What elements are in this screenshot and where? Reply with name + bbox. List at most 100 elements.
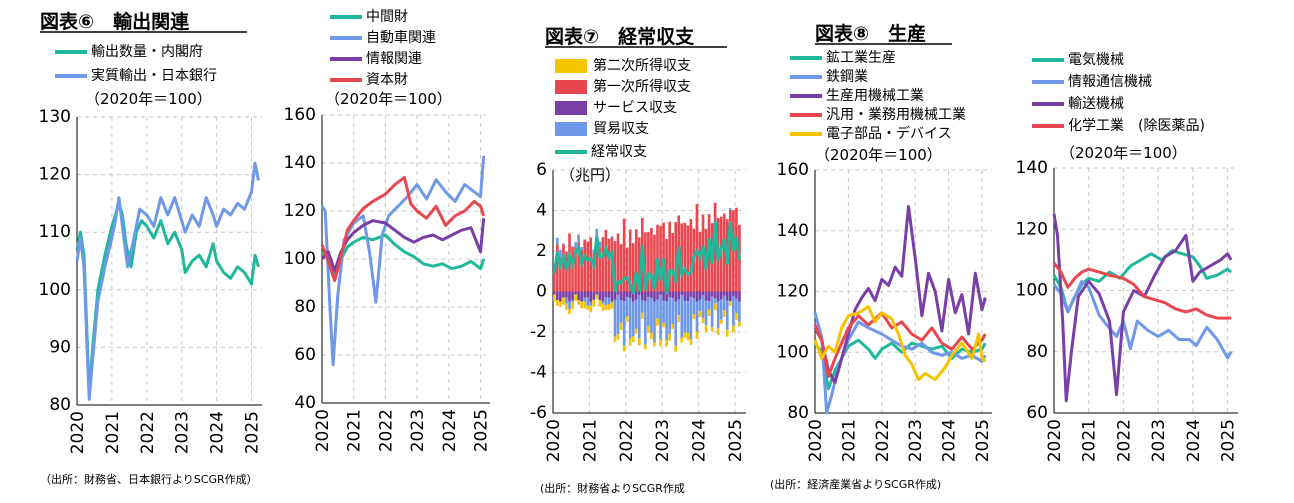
ca-bar-trade bbox=[565, 297, 568, 304]
production-left-ytick: 160 bbox=[777, 160, 809, 180]
production-right-xtick: 2025 bbox=[1219, 419, 1239, 462]
production-right-ytick: 140 bbox=[1016, 158, 1048, 178]
ca-bar-primary bbox=[607, 238, 611, 292]
ca-bar-trade bbox=[562, 243, 565, 245]
current-account-ytick: -2 bbox=[530, 322, 547, 342]
ca-bar-secondary bbox=[647, 325, 650, 333]
production-left-series-1 bbox=[813, 312, 987, 415]
ca-bar-secondary bbox=[677, 315, 681, 323]
ca-bar-service bbox=[622, 291, 626, 302]
export-left-ytick: 120 bbox=[39, 165, 71, 185]
ca-bar-secondary bbox=[659, 339, 662, 347]
export-left-series-1 bbox=[75, 161, 260, 401]
ca-bar-secondary bbox=[729, 301, 732, 306]
ca-bar-service bbox=[634, 291, 638, 300]
ca-bar-trade bbox=[680, 295, 684, 338]
legend-ca-4: 経常収支 bbox=[591, 144, 647, 160]
ca-bar-trade bbox=[732, 296, 735, 326]
ca-bar-secondary bbox=[732, 325, 735, 333]
export-left-ytick: 110 bbox=[39, 222, 71, 242]
ca-bar-secondary bbox=[589, 305, 593, 313]
production-left-xtick: 2025 bbox=[973, 419, 993, 462]
legend-ca-3: 貿易収支 bbox=[593, 121, 649, 137]
production-left-series-4 bbox=[813, 305, 987, 382]
ca-bar-service bbox=[577, 291, 580, 301]
legend-prod-right-0: 電気機械 bbox=[1068, 52, 1124, 68]
ca-bar-service bbox=[586, 291, 590, 298]
ca-bar-trade bbox=[725, 300, 729, 330]
ca-bar-service bbox=[631, 291, 635, 302]
ca-bar-primary bbox=[674, 221, 678, 292]
production-left-xtick: 2023 bbox=[906, 419, 926, 462]
production-right-series-2 bbox=[1052, 213, 1233, 403]
ca-bar-trade bbox=[686, 301, 690, 334]
ca-bar-service bbox=[595, 291, 599, 295]
ca-bar-secondary bbox=[695, 331, 699, 339]
ca-bar-service bbox=[604, 291, 608, 298]
ca-bar-primary bbox=[604, 229, 608, 292]
ca-bar-primary bbox=[586, 241, 590, 292]
ca-bar-trade bbox=[571, 300, 574, 303]
production-left-ytick: 80 bbox=[787, 403, 809, 423]
ca-bar-primary bbox=[713, 202, 717, 292]
production-right-xtick: 2021 bbox=[1080, 419, 1100, 462]
current-account-ytick: 2 bbox=[536, 241, 547, 261]
ca-bar-trade bbox=[650, 298, 653, 333]
ca-bar-secondary bbox=[716, 328, 720, 335]
production-left-xtick: 2024 bbox=[940, 419, 960, 462]
ca-bar-trade bbox=[738, 301, 741, 322]
legend-export-right-1: 自動車関連 bbox=[366, 29, 436, 46]
ca-bar-secondary bbox=[644, 344, 647, 350]
ca-bar-service bbox=[610, 291, 614, 302]
ca-bar-secondary bbox=[628, 338, 632, 346]
export-left-xtick: 2021 bbox=[103, 411, 123, 454]
ca-bar-service bbox=[729, 291, 732, 302]
ca-bar-service bbox=[601, 291, 605, 302]
ca-bar-secondary bbox=[725, 329, 729, 337]
ca-bar-secondary bbox=[607, 303, 611, 311]
ca-bar-trade bbox=[729, 208, 732, 211]
ca-bar-primary bbox=[659, 225, 662, 292]
ca-bar-trade bbox=[659, 295, 662, 340]
export-right-xtick: 2025 bbox=[471, 409, 491, 452]
ca-bar-secondary bbox=[631, 335, 635, 342]
ca-bar-service bbox=[613, 291, 617, 300]
ca-bar-trade bbox=[719, 299, 723, 320]
ca-bar-primary bbox=[616, 233, 620, 292]
ca-bar-secondary bbox=[735, 313, 738, 321]
export-left-ytick: 100 bbox=[39, 280, 71, 300]
current-account-xtick: 2020 bbox=[544, 419, 564, 462]
ca-bar-secondary bbox=[653, 342, 656, 347]
current-account-xtick: 2023 bbox=[653, 419, 673, 462]
ca-bar-trade bbox=[559, 249, 562, 258]
ca-bar-secondary bbox=[692, 313, 696, 320]
ca-bar-primary bbox=[628, 229, 632, 292]
ca-bar-service bbox=[680, 291, 684, 296]
legend-prod-right-2: 輸送機械 bbox=[1068, 96, 1124, 112]
ca-bar-secondary bbox=[650, 332, 653, 340]
ca-bar-service bbox=[662, 291, 665, 301]
ca-bar-primary bbox=[556, 244, 559, 292]
legend-export-right-0: 中間財 bbox=[366, 9, 408, 25]
ca-bar-secondary bbox=[701, 318, 705, 324]
ca-bar-primary bbox=[729, 210, 732, 292]
ca-bar-service bbox=[559, 291, 562, 302]
ca-bar-secondary bbox=[583, 301, 586, 309]
ca-bar-trade bbox=[665, 301, 668, 341]
export-right-series-2 bbox=[320, 218, 486, 273]
current-account-ytick: 6 bbox=[536, 160, 547, 180]
ca-bar-trade bbox=[586, 297, 590, 306]
export-right-xtick: 2021 bbox=[345, 409, 365, 452]
ca-bar-primary bbox=[559, 257, 562, 292]
export-right-ytick: 40 bbox=[294, 393, 316, 413]
ca-bar-trade bbox=[710, 296, 714, 328]
ca-bar-secondary bbox=[698, 311, 702, 318]
ca-bar-trade bbox=[625, 297, 629, 317]
current-account-unit: （兆円） bbox=[560, 166, 620, 184]
ca-bar-service bbox=[695, 291, 699, 302]
ca-bar-secondary bbox=[634, 328, 638, 334]
export-right-xtick: 2022 bbox=[376, 409, 396, 452]
ca-bar-service bbox=[647, 291, 650, 298]
ca-bar-trade bbox=[668, 297, 671, 334]
ca-bar-service bbox=[725, 291, 729, 301]
